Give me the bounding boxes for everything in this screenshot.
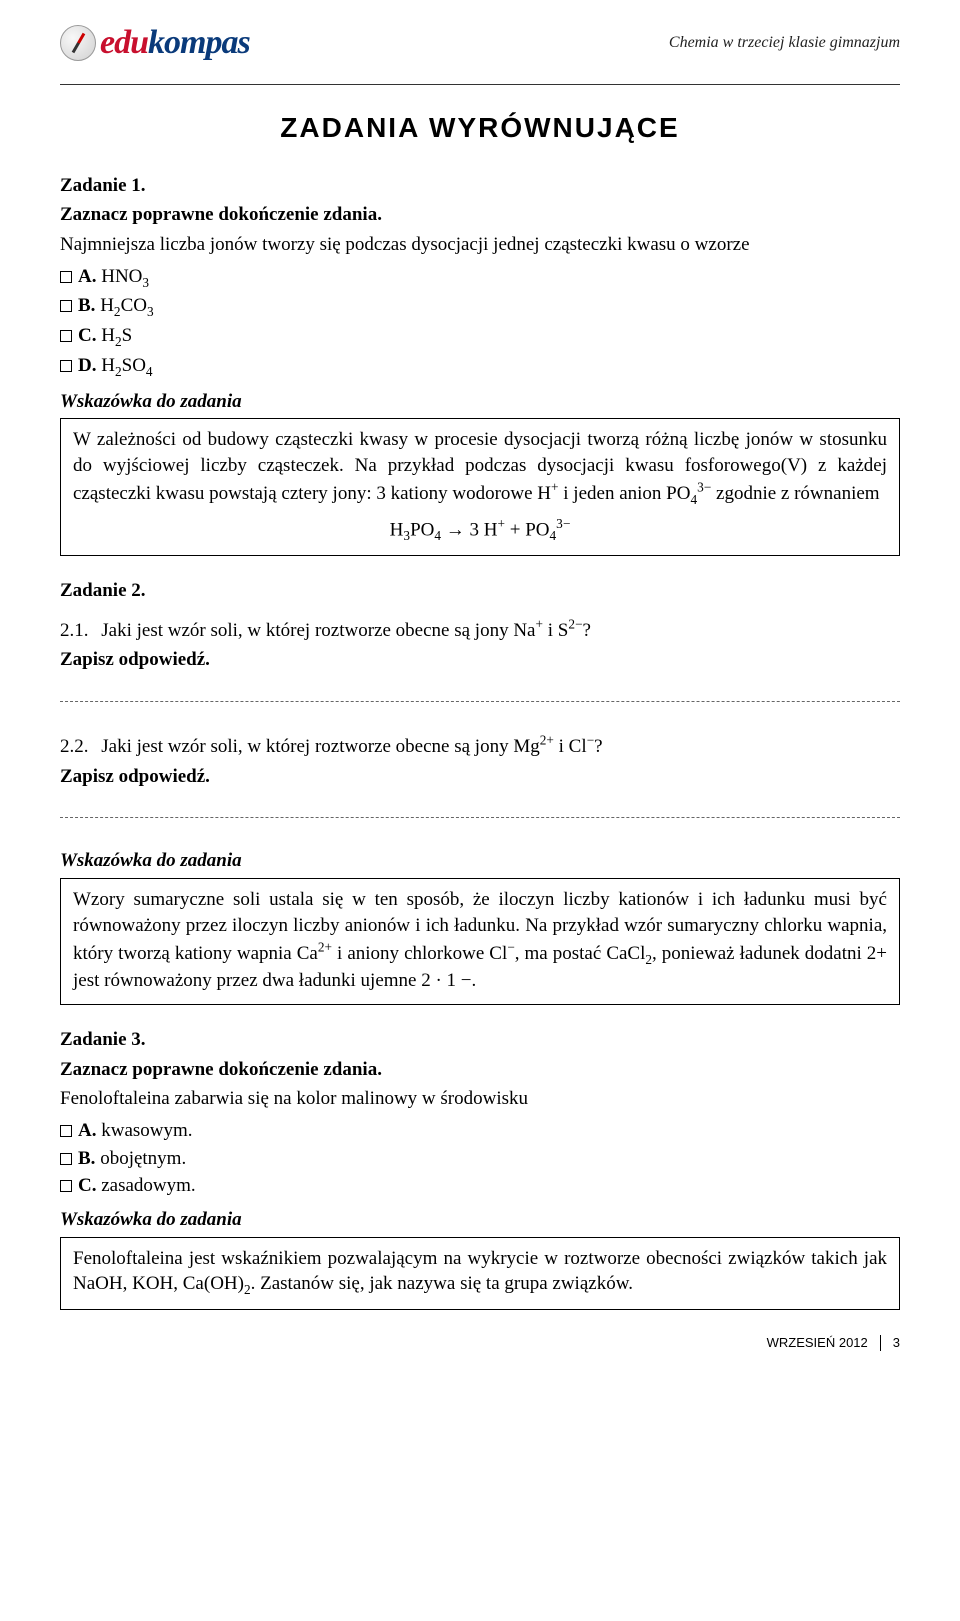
task3-hint-text: Fenoloftaleina jest wskaźnikiem pozwalaj…: [73, 1248, 887, 1295]
task3-hint-label: Wskazówka do zadania: [60, 1207, 900, 1233]
checkbox-icon[interactable]: [60, 300, 72, 312]
task1-choices: A. HNO3 B. H2CO3 C. H2S D. H2SO4: [60, 264, 900, 381]
footer-month: WRZESIEŃ 2012: [767, 1334, 868, 1352]
task3-choice-b[interactable]: B. obojętnym.: [60, 1146, 900, 1172]
task1-hint-box: W zależności od budowy cząsteczki kwasy …: [60, 418, 900, 555]
task1-stem: Najmniejsza liczba jonów tworzy się podc…: [60, 232, 900, 258]
task2-hint-label: Wskazówka do zadania: [60, 848, 900, 874]
choice-text: H2CO3: [100, 295, 153, 316]
choice-letter: C.: [78, 1175, 96, 1196]
task1-choice-c[interactable]: C. H2S: [60, 323, 900, 351]
choice-letter: D.: [78, 355, 96, 376]
page-title: ZADANIA WYRÓWNUJĄCE: [60, 109, 900, 147]
logo-text: edukompas: [100, 20, 250, 66]
footer-divider: [880, 1335, 881, 1351]
task1-instruction: Zaznacz poprawne dokończenie zdania.: [60, 202, 900, 228]
header-rule: [60, 84, 900, 85]
choice-text: kwasowym.: [101, 1120, 192, 1141]
task2-hint-text: Wzory sumaryczne soli ustala się w ten s…: [73, 889, 887, 991]
subtask-num: 2.1.: [60, 620, 89, 641]
subtask-text: Jaki jest wzór soli, w której roztworze …: [101, 736, 602, 757]
choice-text: zasadowym.: [101, 1175, 195, 1196]
choice-text: H2S: [101, 325, 132, 346]
logo-edu: edu: [100, 24, 148, 61]
task1-choice-a[interactable]: A. HNO3: [60, 264, 900, 292]
choice-letter: A.: [78, 1120, 96, 1141]
checkbox-icon[interactable]: [60, 1125, 72, 1137]
task2-number: Zadanie 2.: [60, 578, 900, 604]
task3-choices: A. kwasowym. B. obojętnym. C. zasadowym.: [60, 1118, 900, 1199]
task3-stem: Fenoloftaleina zabarwia się na kolor mal…: [60, 1086, 900, 1112]
answer-label: Zapisz odpowiedź.: [60, 764, 900, 790]
task3-choice-a[interactable]: A. kwasowym.: [60, 1118, 900, 1144]
answer-line[interactable]: [60, 817, 900, 818]
choice-letter: C.: [78, 325, 96, 346]
task3-instruction: Zaznacz poprawne dokończenie zdania.: [60, 1057, 900, 1083]
header: edukompas Chemia w trzeciej klasie gimna…: [60, 20, 900, 66]
task1-number: Zadanie 1.: [60, 173, 900, 199]
task1-choice-d[interactable]: D. H2SO4: [60, 353, 900, 381]
task3-hint-box: Fenoloftaleina jest wskaźnikiem pozwalaj…: [60, 1237, 900, 1310]
subtask-text: Jaki jest wzór soli, w której roztworze …: [101, 620, 591, 641]
footer-page: 3: [893, 1334, 900, 1352]
choice-text: obojętnym.: [100, 1148, 186, 1169]
task3-choice-c[interactable]: C. zasadowym.: [60, 1173, 900, 1199]
checkbox-icon[interactable]: [60, 271, 72, 283]
checkbox-icon[interactable]: [60, 1180, 72, 1192]
choice-letter: B.: [78, 295, 95, 316]
footer: WRZESIEŃ 2012 3: [60, 1334, 900, 1352]
choice-text: H2SO4: [101, 355, 152, 376]
choice-letter: B.: [78, 1148, 95, 1169]
checkbox-icon[interactable]: [60, 330, 72, 342]
task2-sub1: 2.1. Jaki jest wzór soli, w której roztw…: [60, 615, 900, 643]
compass-icon: [60, 25, 96, 61]
task3-number: Zadanie 3.: [60, 1027, 900, 1053]
answer-label: Zapisz odpowiedź.: [60, 647, 900, 673]
task1-hint-text: W zależności od budowy cząsteczki kwasy …: [73, 429, 887, 504]
task1-hint-label: Wskazówka do zadania: [60, 389, 900, 415]
task1-choice-b[interactable]: B. H2CO3: [60, 293, 900, 321]
task1-equation: H3PO4 → 3 H+ + PO43−: [73, 515, 887, 545]
checkbox-icon[interactable]: [60, 360, 72, 372]
logo-kompas: kompas: [148, 24, 250, 61]
logo: edukompas: [60, 20, 250, 66]
choice-letter: A.: [78, 266, 96, 287]
subtask-num: 2.2.: [60, 736, 89, 757]
answer-line[interactable]: [60, 701, 900, 702]
task2-hint-box: Wzory sumaryczne soli ustala się w ten s…: [60, 878, 900, 1005]
checkbox-icon[interactable]: [60, 1153, 72, 1165]
header-subject: Chemia w trzeciej klasie gimnazjum: [669, 32, 900, 54]
choice-text: HNO3: [101, 266, 149, 287]
task2-sub2: 2.2. Jaki jest wzór soli, w której roztw…: [60, 732, 900, 760]
